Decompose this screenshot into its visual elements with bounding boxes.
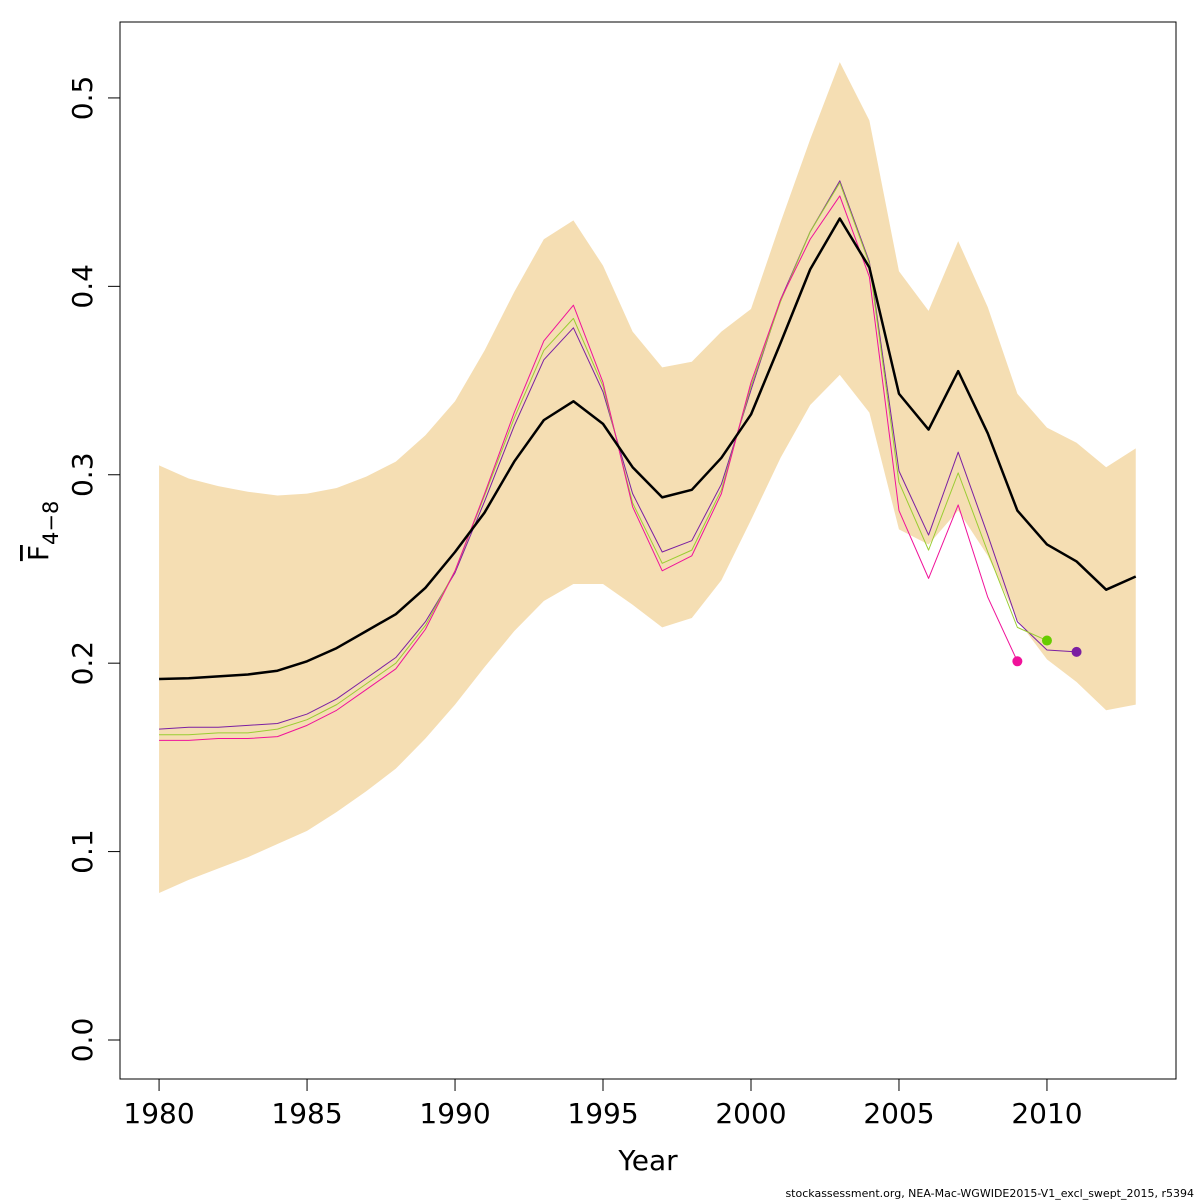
end-marker xyxy=(1071,646,1082,657)
x-tick-label: 1995 xyxy=(567,1097,638,1130)
series-line xyxy=(159,195,1018,741)
confidence-band xyxy=(159,62,1136,894)
x-tick-label: 2000 xyxy=(715,1097,786,1130)
y-tick-label: 0.1 xyxy=(66,829,99,874)
y-axis-label: F 4−8 xyxy=(22,501,63,561)
series-line xyxy=(159,182,1048,736)
y-tick-label: 0.0 xyxy=(66,1018,99,1063)
x-tick-label: 1985 xyxy=(271,1097,342,1130)
y-axis-label-sub: 4−8 xyxy=(39,501,63,545)
x-tick-label: 1990 xyxy=(419,1097,490,1130)
series-line xyxy=(159,217,1137,681)
x-tick-label: 1980 xyxy=(123,1097,194,1130)
y-tick-label: 0.2 xyxy=(66,641,99,686)
y-tick-label: 0.3 xyxy=(66,452,99,497)
end-marker xyxy=(1012,656,1023,667)
y-tick-label: 0.5 xyxy=(66,76,99,121)
y-tick-label: 0.4 xyxy=(66,264,99,309)
plot-frame xyxy=(119,21,1177,1080)
x-tick-label: 2005 xyxy=(863,1097,934,1130)
y-axis-label-main: F xyxy=(22,545,55,561)
end-marker xyxy=(1041,635,1052,646)
x-axis-label: Year xyxy=(617,1144,678,1177)
x-tick-label: 2010 xyxy=(1011,1097,1082,1130)
footer: stockassessment.org, NEA-Mac-WGWIDE2015-… xyxy=(785,1187,1194,1200)
